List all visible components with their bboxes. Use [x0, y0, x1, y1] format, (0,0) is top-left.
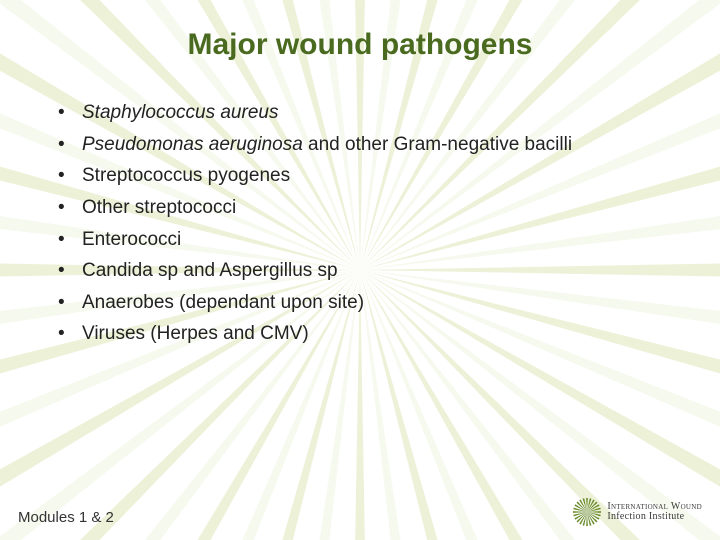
bullet-item: Enterococci: [58, 227, 680, 253]
footer-logo: International Wound Infection Institute: [573, 498, 702, 526]
footer: Modules 1 & 2 International Wound Infect…: [18, 498, 702, 526]
bullet-text: Streptococcus pyogenes: [82, 165, 290, 186]
bullet-item: Anaerobes (dependant upon site): [58, 290, 680, 316]
logo-burst-icon: [573, 498, 601, 526]
bullet-item: Staphylococcus aureus: [58, 100, 680, 126]
bullet-item: Streptococcus pyogenes: [58, 163, 680, 189]
bullet-item: Viruses (Herpes and CMV): [58, 321, 680, 347]
bullet-text: Candida sp and Aspergillus sp: [82, 260, 338, 281]
bullet-text: Anaerobes (dependant upon site): [82, 292, 364, 313]
bullet-text: Other streptococci: [82, 197, 236, 218]
bullet-text: Viruses (Herpes and CMV): [82, 323, 309, 344]
bullet-list: Staphylococcus aureus Pseudomonas aerugin…: [40, 100, 680, 347]
bullet-text: and other Gram-negative bacilli: [303, 134, 572, 155]
logo-text: International Wound Infection Institute: [607, 502, 702, 523]
slide: Major wound pathogens Staphylococcus aur…: [0, 0, 720, 540]
bullet-text: Pseudomonas aeruginosa: [82, 134, 303, 155]
bullet-text: Enterococci: [82, 229, 181, 250]
bullet-text: Staphylococcus aureus: [82, 102, 278, 123]
bullet-item: Other streptococci: [58, 195, 680, 221]
slide-title: Major wound pathogens: [40, 28, 680, 62]
footer-left-text: Modules 1 & 2: [18, 509, 114, 526]
bullet-item: Pseudomonas aeruginosa and other Gram-ne…: [58, 132, 680, 158]
logo-text-line2: Infection Institute: [607, 512, 702, 523]
bullet-item: Candida sp and Aspergillus sp: [58, 258, 680, 284]
